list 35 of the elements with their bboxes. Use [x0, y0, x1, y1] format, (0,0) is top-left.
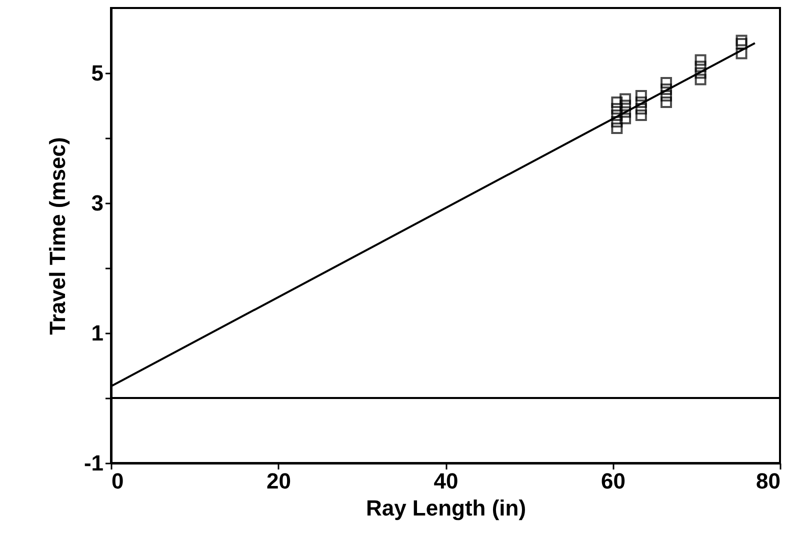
- point: [660, 77, 672, 88]
- point: [660, 96, 672, 108]
- x-tick-label: 40: [434, 468, 458, 494]
- y-tick-label: 5: [91, 60, 104, 86]
- point: [620, 100, 632, 112]
- point: [635, 103, 647, 114]
- point: [736, 34, 748, 46]
- x-tick-label: 80: [756, 468, 780, 494]
- y-tick-label: 3: [91, 190, 104, 216]
- x-tick-label: 20: [266, 468, 291, 494]
- point: [611, 103, 623, 114]
- point: [660, 84, 672, 95]
- point: [620, 93, 632, 105]
- x-tick-label: 60: [601, 468, 626, 494]
- y-axis-title: Travel Time (msec): [44, 137, 70, 335]
- y-tick-label: 1: [91, 320, 104, 346]
- point: [611, 116, 623, 128]
- point: [635, 96, 647, 108]
- point: [694, 67, 706, 79]
- point: [694, 60, 706, 72]
- point: [694, 54, 706, 66]
- point: [635, 90, 647, 102]
- y-tick-label: -1: [84, 450, 104, 476]
- point: [660, 90, 672, 102]
- x-axis-title: Ray Length (in): [366, 496, 526, 520]
- point: [736, 38, 748, 50]
- point: [736, 48, 748, 60]
- point: [635, 110, 647, 121]
- x-tick-label: 0: [112, 468, 124, 494]
- point: [620, 106, 632, 118]
- point: [694, 74, 706, 86]
- point: [611, 122, 623, 134]
- point: [611, 110, 623, 121]
- point: [611, 96, 623, 108]
- point: [620, 112, 632, 124]
